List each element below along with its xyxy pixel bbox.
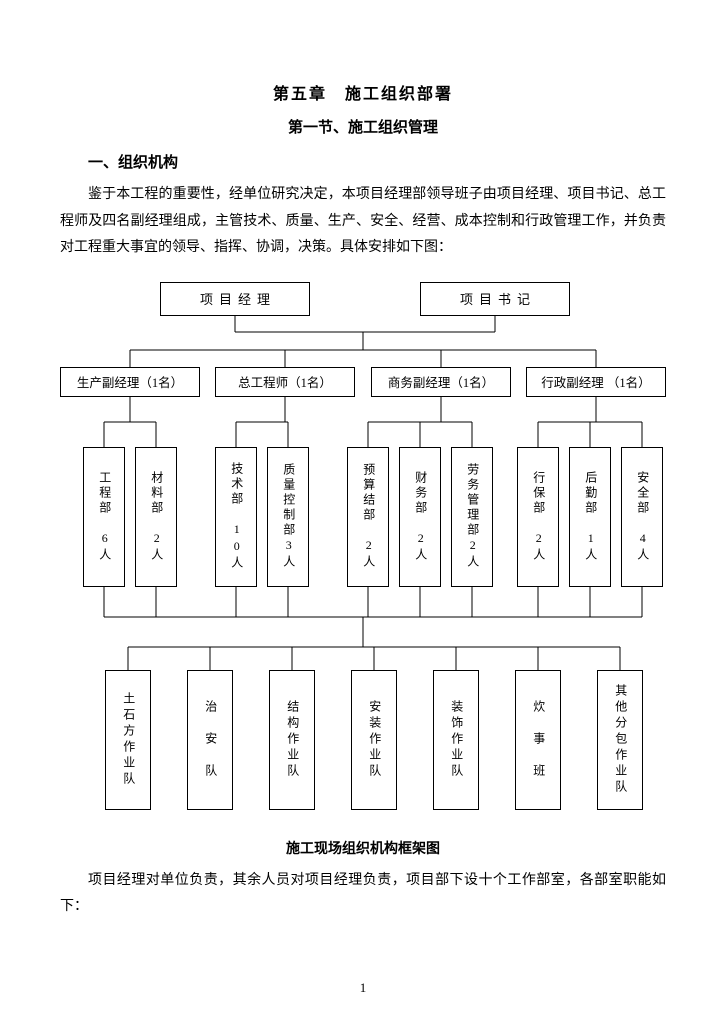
node-mgr-1: 生产副经理（1名）	[60, 367, 200, 397]
paragraph-intro: 鉴于本工程的重要性，经单位研究决定，本项目经理部领导班子由项目经理、项目书记、总…	[60, 182, 666, 262]
node-mgr-4: 行政副经理 （1名）	[526, 367, 666, 397]
node-team-3: 结构作业队	[269, 670, 315, 810]
section-title: 第一节、施工组织管理	[60, 116, 666, 137]
paragraph-followup: 项目经理对单位负责，其余人员对项目经理负责，项目部下设十个工作部室，各部室职能如…	[60, 868, 666, 921]
node-mgr-3: 商务副经理（1名）	[371, 367, 511, 397]
node-mgr-2: 总工程师（1名）	[215, 367, 355, 397]
node-team-7: 其他分包作业队	[597, 670, 643, 810]
node-dept-8: 行保部 2人	[517, 447, 559, 587]
chart-caption: 施工现场组织机构框架图	[60, 838, 666, 858]
page-number: 1	[0, 980, 726, 996]
subheading: 一、组织机构	[60, 151, 666, 172]
node-team-5: 装饰作业队	[433, 670, 479, 810]
node-proj-secretary: 项目书记	[420, 282, 570, 316]
node-proj-manager: 项目经理	[160, 282, 310, 316]
node-team-2: 治 安 队	[187, 670, 233, 810]
node-dept-10: 安全部 4人	[621, 447, 663, 587]
node-dept-3: 技术部 10人	[215, 447, 257, 587]
node-dept-9: 后勤部 1人	[569, 447, 611, 587]
node-dept-4: 质量控制部3人	[267, 447, 309, 587]
org-chart: 项目经理 项目书记 生产副经理（1名） 总工程师（1名） 商务副经理（1名） 行…	[60, 272, 666, 832]
node-dept-6: 财务部 2人	[399, 447, 441, 587]
node-team-6: 炊 事 班	[515, 670, 561, 810]
chapter-title: 第五章 施工组织部署	[60, 80, 666, 104]
node-team-4: 安装作业队	[351, 670, 397, 810]
node-dept-2: 材料部 2人	[135, 447, 177, 587]
node-dept-5: 预算结部 2人	[347, 447, 389, 587]
node-dept-7: 劳务管理部2人	[451, 447, 493, 587]
node-team-1: 土石方作业队	[105, 670, 151, 810]
node-dept-1: 工程部 6人	[83, 447, 125, 587]
